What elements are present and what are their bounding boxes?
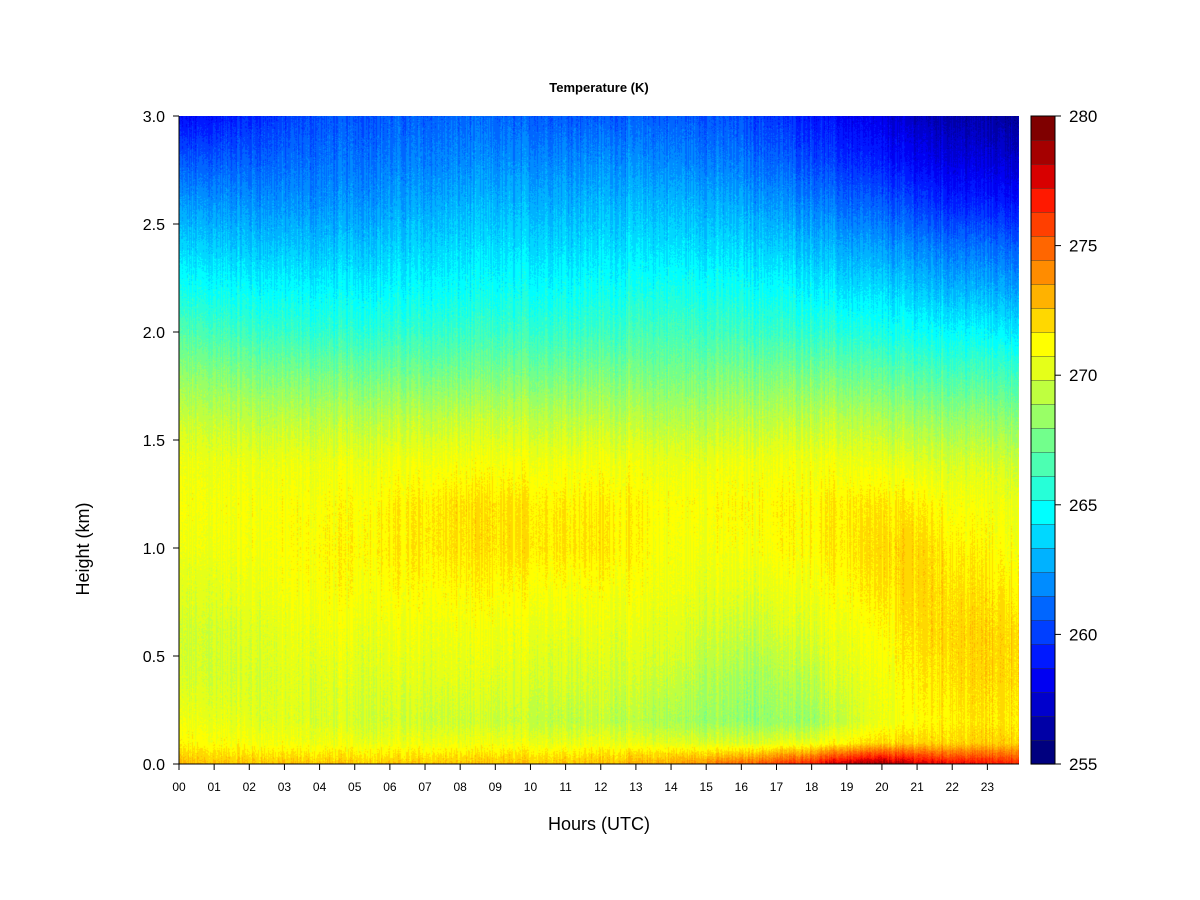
colorbar-swatch [1030,187,1056,213]
x-tick-label: 13 [629,780,643,794]
colorbar-tick-label: 255 [1069,755,1097,774]
x-tick-label: 08 [453,780,467,794]
x-tick-label: 19 [840,780,854,794]
y-axis: 0.0 0.5 1.0 1.5 2.0 2.5 3.0 [143,109,180,774]
x-tick-label: 21 [910,780,924,794]
x-tick-label: 10 [524,780,538,794]
x-tick-label: 23 [981,780,995,794]
colorbar-tick-label: 270 [1069,366,1097,385]
colorbar-swatch [1030,355,1056,381]
x-tick-label: 11 [559,780,572,794]
colorbar-swatch [1030,595,1056,621]
x-tick-label: 07 [418,780,432,794]
colorbar-swatch [1030,619,1056,645]
y-tick-label: 3.0 [143,109,165,126]
colorbar-swatch [1030,739,1056,765]
colorbar-axis: 255 260 265 270 275 280 [1055,107,1097,774]
colorbar-tick-label: 280 [1069,107,1097,126]
colorbar-swatch [1030,523,1056,549]
x-tick-label: 09 [489,780,503,794]
x-tick-label: 22 [946,780,960,794]
colorbar-swatch [1030,379,1056,405]
colorbar-swatch [1030,259,1056,285]
colorbar-swatch [1030,715,1056,741]
colorbar-swatch [1030,475,1056,501]
x-axis: 00 01 02 03 04 05 06 07 08 09 10 11 12 13 14 15 16 17 18 19… [172,763,1019,794]
colorbar-swatch [1030,691,1056,717]
x-tick-label: 06 [383,780,397,794]
x-tick-label: 05 [348,780,362,794]
y-tick-label: 0.0 [143,757,165,774]
x-tick-label: 17 [770,780,784,794]
x-tick-label: 03 [278,780,292,794]
y-tick-label: 2.5 [143,217,165,234]
colorbar-swatch [1030,427,1056,453]
colorbar-swatch [1030,115,1056,141]
y-tick-label: 1.0 [143,541,165,558]
x-tick-label: 02 [243,780,257,794]
y-tick-label: 0.5 [143,649,165,666]
x-axis-label: Hours (UTC) [548,814,650,834]
colorbar-swatch [1030,499,1056,525]
y-tick-label: 1.5 [143,433,165,450]
colorbar-swatch [1030,547,1056,573]
x-tick-label: 18 [805,780,819,794]
y-tick-label: 2.0 [143,325,165,342]
colorbar-swatch [1030,163,1056,189]
colorbar-swatch [1030,403,1056,429]
colorbar-tick-label: 265 [1069,496,1097,515]
colorbar-swatch [1030,211,1056,237]
x-tick-label: 01 [207,780,221,794]
x-tick-label: 12 [594,780,608,794]
chart-title: Temperature (K) [549,80,648,95]
colorbar-swatch [1030,283,1056,309]
colorbar-swatch [1030,667,1056,693]
colorbar-swatch [1030,139,1056,165]
colorbar-swatch [1030,451,1056,477]
plot-area [179,116,1019,764]
x-tick-label: 16 [735,780,749,794]
heatmap-image [179,116,1019,764]
x-tick-label: 20 [875,780,889,794]
colorbar-swatch [1030,307,1056,333]
colorbar-swatch [1030,235,1056,261]
colorbar-swatch [1030,571,1056,597]
colorbar-tick-label: 260 [1069,625,1097,644]
colorbar-swatch [1030,643,1056,669]
colorbar [1030,115,1056,765]
x-tick-label: 15 [700,780,714,794]
colorbar-swatch [1030,331,1056,357]
colorbar-tick-label: 275 [1069,237,1097,256]
x-tick-label: 14 [664,780,678,794]
y-axis-label: Height (km) [73,502,93,595]
x-tick-label: 00 [172,780,186,794]
x-tick-label: 04 [313,780,327,794]
